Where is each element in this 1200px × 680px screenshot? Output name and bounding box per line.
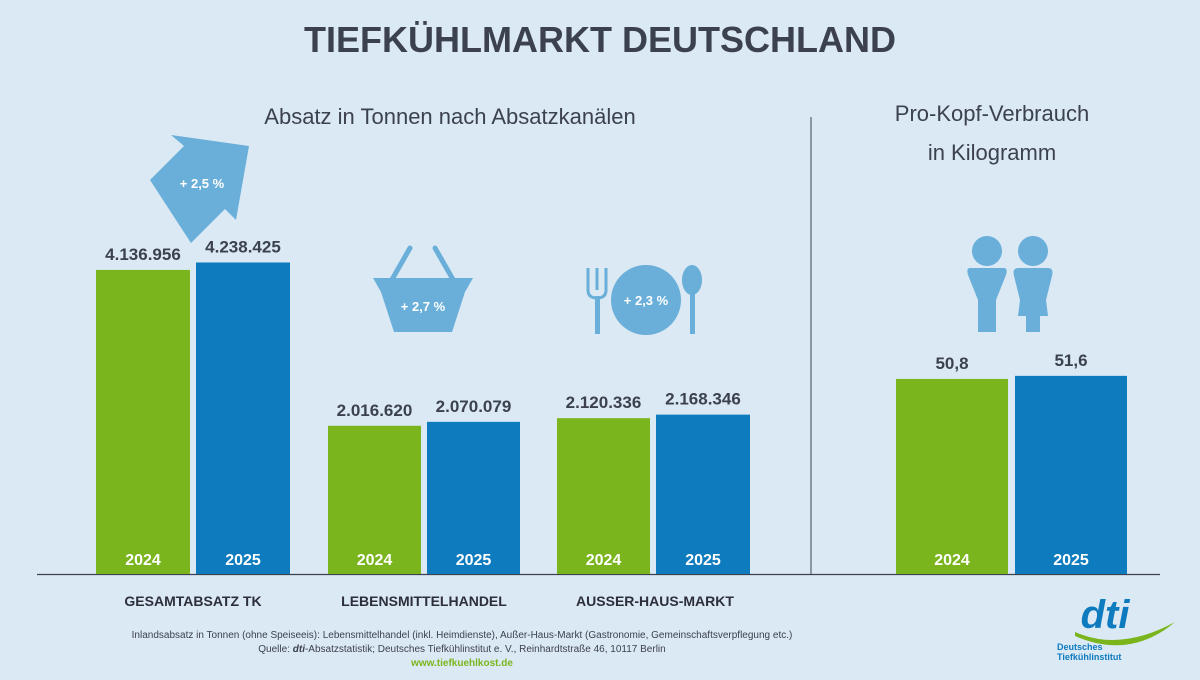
data-label: 4.136.956 — [105, 245, 181, 264]
year-label: 2024 — [934, 552, 970, 569]
footer-url[interactable]: www.tiefkuehlkost.de — [410, 658, 513, 669]
right-chart-title-line1: Pro-Kopf-Verbrauch — [895, 101, 1089, 126]
year-label: 2025 — [456, 552, 492, 569]
cutlery-plate-icon: + 2,3 % — [586, 265, 702, 335]
page-title: TIEFKÜHLMARKT DEUTSCHLAND — [304, 19, 896, 60]
year-label: 2025 — [225, 552, 261, 569]
change-label-retail: + 2,7 % — [401, 299, 446, 314]
year-label: 2024 — [125, 552, 161, 569]
bar-2025 — [656, 414, 750, 574]
data-label: 2.016.620 — [337, 401, 413, 420]
people-icon — [967, 236, 1053, 332]
year-label: 2025 — [685, 552, 721, 569]
change-label-total: + 2,5 % — [180, 176, 225, 191]
bar-2024 — [328, 425, 421, 574]
category-label-total: GESAMTABSATZ TK — [124, 593, 261, 609]
data-label: 2.168.346 — [665, 390, 741, 409]
data-label: 2.070.079 — [436, 397, 512, 416]
year-label: 2025 — [1053, 552, 1089, 569]
data-label: 50,8 — [935, 354, 968, 373]
bars: 4.136.956 2024 4.238.425 2025 2.016.620 2024 2… — [96, 237, 1127, 574]
svg-text:dti: dti — [1081, 593, 1131, 637]
category-label-foodservice: AUSSER-HAUS-MARKT — [576, 593, 734, 609]
footer-source: Quelle: dti-Absatzstatistik; Deutsches T… — [258, 644, 665, 655]
left-chart-title: Absatz in Tonnen nach Absatzkanälen — [264, 104, 635, 129]
svg-text:Tiefkühlinstitut: Tiefkühlinstitut — [1057, 652, 1121, 662]
bar-2024 — [96, 269, 190, 574]
year-label: 2024 — [357, 552, 393, 569]
right-chart-title-line2: in Kilogramm — [928, 140, 1056, 165]
shopping-basket-icon: + 2,7 % — [373, 245, 473, 332]
data-label: 4.238.425 — [205, 237, 281, 256]
bar-2025 — [1015, 375, 1127, 574]
change-label-foodservice: + 2,3 % — [624, 293, 669, 308]
bar-2025 — [196, 262, 290, 574]
year-label: 2024 — [586, 552, 622, 569]
svg-text:Deutsches: Deutsches — [1057, 642, 1103, 652]
arrow-up-right-icon: + 2,5 % — [150, 135, 249, 243]
footer-note: Inlandsabsatz in Tonnen (ohne Speiseeis)… — [132, 630, 793, 641]
bar-2025 — [427, 421, 520, 574]
data-label: 2.120.336 — [566, 393, 642, 412]
category-label-retail: LEBENSMITTELHANDEL — [341, 593, 507, 609]
bar-2024 — [896, 378, 1008, 574]
dti-logo: dti Deutsches Tiefkühlinstitut — [1057, 593, 1175, 662]
data-label: 51,6 — [1054, 351, 1087, 370]
bar-2024 — [557, 418, 650, 574]
